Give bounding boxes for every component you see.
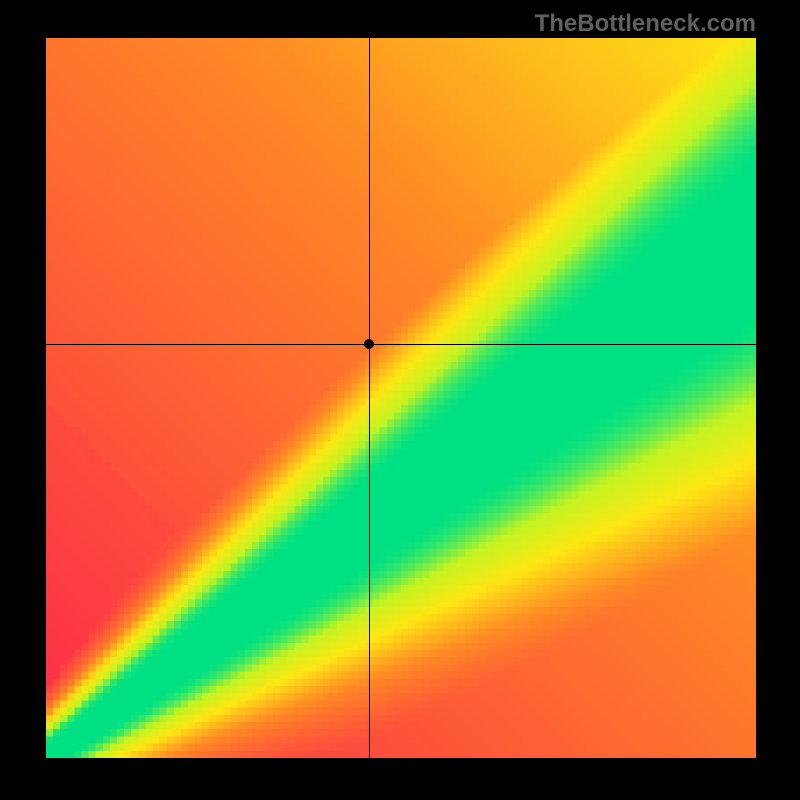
- bottleneck-heatmap: [46, 38, 756, 758]
- crosshair-horizontal: [46, 344, 756, 345]
- chart-container: TheBottleneck.com: [0, 0, 800, 800]
- crosshair-dot: [364, 339, 374, 349]
- crosshair-vertical: [369, 38, 370, 758]
- watermark-text: TheBottleneck.com: [535, 10, 756, 38]
